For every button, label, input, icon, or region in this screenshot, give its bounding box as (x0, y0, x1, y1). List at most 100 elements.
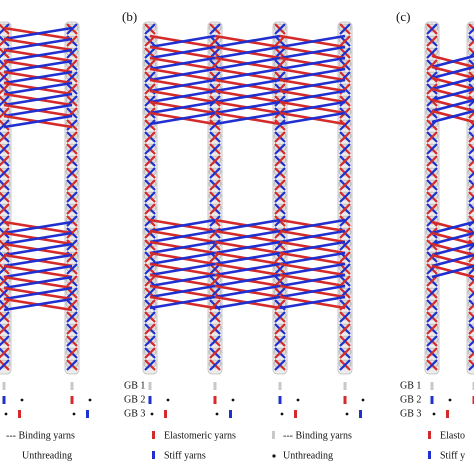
stitch (0, 143, 10, 155)
stitch (468, 335, 474, 343)
legend-swatch (428, 451, 431, 459)
stitch (426, 47, 438, 59)
stitch (468, 303, 474, 311)
stitch (144, 275, 156, 287)
stiff-yarn (279, 218, 346, 233)
stitch (209, 143, 221, 155)
panel-label: (c) (396, 9, 410, 24)
stitch (426, 323, 438, 335)
gb-dot (4, 412, 8, 416)
stitch (468, 219, 474, 227)
gb-mark (278, 396, 282, 404)
stiff-yarn (431, 242, 474, 257)
stiff-yarn (431, 65, 474, 80)
stitch (468, 171, 474, 179)
stitch (468, 239, 474, 247)
stiff-yarn (149, 284, 216, 299)
knit-structures (0, 21, 474, 418)
stiff-yarn (279, 229, 346, 244)
stitch (144, 335, 156, 347)
stitch (66, 131, 78, 143)
legend-text: --- Binding yarns (6, 430, 75, 441)
stitch (426, 203, 438, 215)
stitch (144, 299, 156, 311)
stitch (274, 359, 286, 371)
gb-dot (20, 398, 24, 402)
stitch (66, 167, 78, 179)
stitch (274, 191, 286, 203)
gb-mark (86, 410, 89, 418)
stitch (426, 347, 438, 359)
stitch (468, 291, 474, 299)
stitch (426, 191, 438, 203)
stiff-yarn (214, 240, 281, 255)
stiff-yarn (149, 34, 216, 49)
stitch (339, 203, 351, 215)
stiff-yarn (3, 253, 73, 268)
stiff-yarn (214, 45, 281, 60)
stitch (468, 47, 474, 55)
stitch (274, 311, 286, 323)
stitch (274, 335, 286, 347)
stitch (468, 243, 474, 251)
stitch (468, 83, 474, 91)
stiff-yarn (3, 92, 73, 107)
stitch (274, 143, 286, 155)
stitch (0, 215, 10, 227)
stitch (66, 323, 78, 335)
stiff-yarn (3, 81, 73, 96)
stiff-yarn (279, 100, 346, 115)
stitch (426, 335, 438, 347)
stitch (468, 59, 474, 67)
stitch (66, 191, 78, 203)
stitch (426, 287, 438, 299)
stitch (274, 167, 286, 179)
stitch (339, 143, 351, 155)
stitch (426, 311, 438, 323)
stitch (66, 35, 78, 47)
gb-mark (18, 410, 21, 418)
legend-swatch (152, 431, 155, 439)
stitch (0, 191, 10, 203)
guide-bar-label: GB 2 (124, 394, 145, 405)
legend-text: Unthreading (22, 450, 72, 461)
gb-mark (294, 410, 297, 418)
stitch (209, 347, 221, 359)
stitch (66, 119, 78, 131)
stitch (468, 359, 474, 367)
stiff-yarn (214, 284, 281, 299)
gb-mark (164, 410, 167, 418)
stitch (144, 179, 156, 191)
stitch (144, 155, 156, 167)
stitch (144, 83, 156, 95)
stiff-yarn (214, 229, 281, 244)
stitch (144, 131, 156, 143)
stitch (426, 299, 438, 311)
stitch (339, 227, 351, 239)
stitch (468, 123, 474, 131)
gb-mark (446, 410, 449, 418)
stitch (209, 335, 221, 347)
stitch (144, 191, 156, 203)
stitch (339, 311, 351, 323)
stitch (144, 59, 156, 71)
stiff-yarn (3, 37, 73, 52)
stitch (144, 287, 156, 299)
stiff-yarn (3, 242, 73, 257)
stiff-yarn (214, 262, 281, 277)
guide-bar-label: GB 1 (400, 380, 421, 391)
legend-swatch (272, 454, 276, 458)
legend-text: Elasto (440, 430, 465, 441)
legend-swatch (428, 431, 431, 439)
stitch (209, 167, 221, 179)
stitch (144, 359, 156, 371)
stitch (468, 95, 474, 103)
stiff-yarn (214, 251, 281, 266)
stitch (66, 155, 78, 167)
stitch (209, 191, 221, 203)
stitch (144, 119, 156, 131)
gb-mark (430, 382, 434, 390)
stitch (0, 299, 10, 311)
stitch (0, 155, 10, 167)
